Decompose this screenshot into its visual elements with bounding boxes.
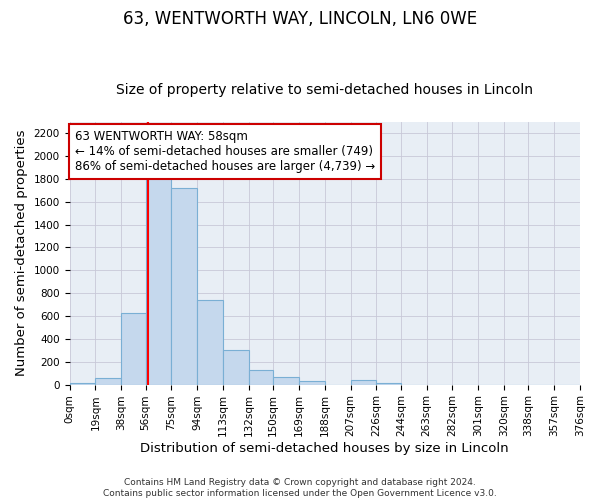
Text: 63, WENTWORTH WAY, LINCOLN, LN6 0WE: 63, WENTWORTH WAY, LINCOLN, LN6 0WE [123, 10, 477, 28]
Y-axis label: Number of semi-detached properties: Number of semi-detached properties [15, 130, 28, 376]
Bar [121, 312, 146, 384]
Bar [249, 370, 273, 384]
Text: 63 WENTWORTH WAY: 58sqm
← 14% of semi-detached houses are smaller (749)
86% of s: 63 WENTWORTH WAY: 58sqm ← 14% of semi-de… [74, 130, 375, 172]
X-axis label: Distribution of semi-detached houses by size in Lincoln: Distribution of semi-detached houses by … [140, 442, 509, 455]
Bar [172, 188, 197, 384]
Bar [223, 350, 249, 384]
Bar [273, 377, 299, 384]
Bar [350, 380, 376, 384]
Bar [376, 383, 401, 384]
Bar [146, 174, 172, 384]
Bar [197, 300, 223, 384]
Bar [70, 383, 95, 384]
Bar [95, 378, 121, 384]
Text: Contains HM Land Registry data © Crown copyright and database right 2024.
Contai: Contains HM Land Registry data © Crown c… [103, 478, 497, 498]
Title: Size of property relative to semi-detached houses in Lincoln: Size of property relative to semi-detach… [116, 83, 533, 97]
Bar [299, 380, 325, 384]
